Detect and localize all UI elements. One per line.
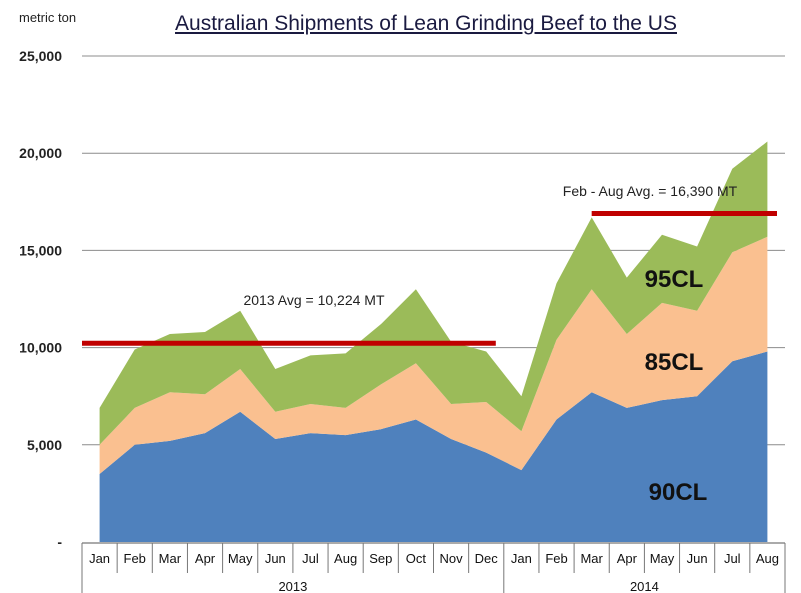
y-tick-label: 10,000 (19, 340, 62, 356)
series-label-95cl: 95CL (645, 266, 704, 293)
reference-line-label: 2013 Avg = 10,224 MT (243, 292, 384, 308)
x-tick-label: Aug (756, 551, 779, 566)
x-tick-label: Mar (159, 551, 182, 566)
x-tick-label: Jan (89, 551, 110, 566)
y-tick-label: 15,000 (19, 242, 62, 258)
x-tick-label: Oct (406, 551, 427, 566)
y-tick-label: 25,000 (19, 48, 62, 64)
x-tick-label: Dec (475, 551, 499, 566)
x-tick-label: Apr (195, 551, 216, 566)
x-tick-label: Mar (580, 551, 603, 566)
x-tick-label: Apr (617, 551, 638, 566)
y-axis-unit-label: metric ton (19, 10, 77, 25)
series-label-85cl: 85CL (645, 349, 704, 376)
series-label-90cl: 90CL (649, 479, 708, 506)
year-group-label: 2014 (630, 579, 659, 593)
x-tick-label: Jan (511, 551, 532, 566)
x-tick-label: Jul (724, 551, 741, 566)
x-tick-label: May (228, 551, 253, 566)
year-group-label: 2013 (278, 579, 307, 593)
x-tick-label: Jun (265, 551, 286, 566)
area-series-90cl (99, 351, 768, 542)
area-series-85cl (99, 236, 768, 474)
x-tick-label: Feb (545, 551, 567, 566)
x-tick-label: Jun (687, 551, 708, 566)
y-tick-label: 5,000 (27, 437, 62, 453)
area-series-95cl (99, 141, 768, 445)
x-tick-label: Nov (440, 551, 464, 566)
x-tick-label: May (650, 551, 675, 566)
chart-title: Australian Shipments of Lean Grinding Be… (175, 12, 677, 35)
y-tick-label: 20,000 (19, 145, 62, 161)
x-tick-label: Aug (334, 551, 357, 566)
x-tick-label: Jul (302, 551, 319, 566)
y-tick-label: - (57, 534, 62, 550)
reference-line-label: Feb - Aug Avg. = 16,390 MT (563, 183, 738, 199)
x-tick-label: Feb (124, 551, 146, 566)
x-tick-label: Sep (369, 551, 392, 566)
